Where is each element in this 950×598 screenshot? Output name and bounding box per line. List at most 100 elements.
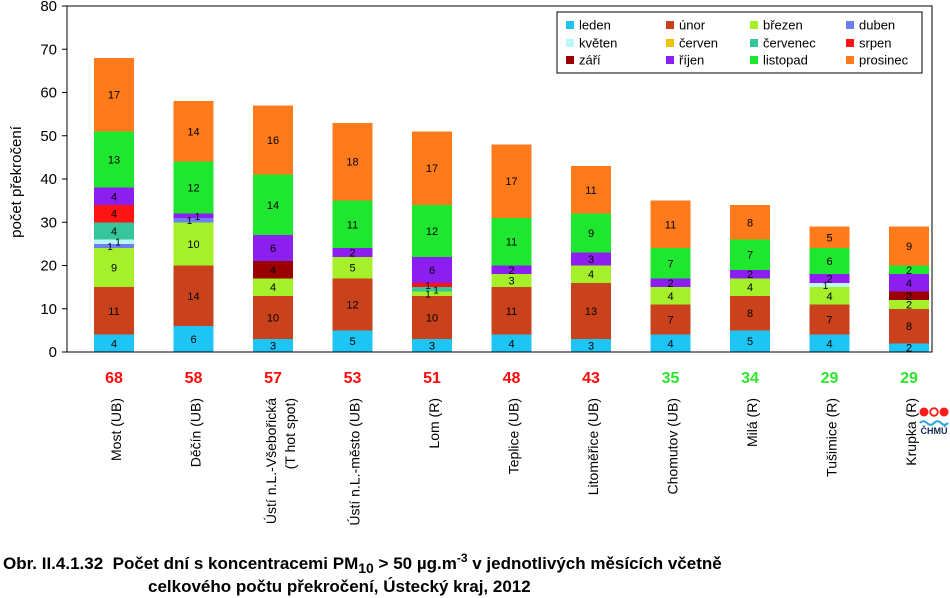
bar-segment-krupka-r-brezen: [889, 300, 929, 309]
category-label-decin-ub: Děčín (UB): [188, 398, 204, 467]
data-label-krupka-r-unor: 8: [906, 321, 912, 333]
bar-segment-krupka-r-zari: [889, 291, 929, 301]
y-tick-label: 20: [40, 258, 57, 275]
legend-item-srpen: srpen: [846, 36, 892, 51]
bar-segment-decin-ub-leden: [173, 326, 214, 352]
data-label-decin-ub-leden: 6: [190, 334, 196, 346]
data-label-krupka-r-rijen: 4: [906, 278, 912, 290]
bar-segment-most-ub-prosinec: [94, 57, 134, 132]
logo-dot-left: [919, 407, 929, 417]
bar-segment-usti-n-l-vseboricka-t-hot-spot-unor: [253, 295, 293, 340]
data-label-most-ub-listopad: 13: [108, 155, 120, 167]
total-label-usti-n-l-mesto-ub: 53: [344, 370, 362, 387]
y-tick-label: 70: [40, 41, 57, 58]
data-label-teplice-ub-unor: 11: [506, 306, 517, 318]
data-label-usti-n-l-mesto-ub-rijen: 2: [349, 248, 355, 260]
bar-segment-most-ub-cervenec: [94, 222, 134, 240]
y-tick-label: 60: [40, 85, 57, 102]
y-axis: 0 10 20 30 40 50 60 70 80: [40, 0, 67, 361]
legend-label: duben: [859, 18, 895, 33]
bar-segment-mila-r-prosinec: [730, 204, 770, 240]
data-label-decin-ub-duben: 1: [187, 216, 193, 227]
total-label-mila-r: 34: [741, 370, 759, 387]
bar-segment-most-ub-leden: [94, 334, 134, 352]
bar-segment-tusimice-r-brezen: [809, 287, 850, 305]
data-label-tusimice-r-brezen: 4: [826, 291, 832, 303]
data-label-tusimice-r-leden: 4: [826, 338, 832, 350]
data-label-lom-r-cervenec: 1: [433, 285, 439, 296]
legend-item-rijen: říjen: [666, 53, 704, 68]
bar-segment-usti-n-l-vseboricka-t-hot-spot-prosinec: [253, 105, 293, 175]
category-label-lom-r: Lom (R): [426, 398, 442, 449]
legend-item-zari: září: [566, 53, 601, 68]
data-label-krupka-r-listopad: 2: [906, 265, 912, 277]
bar-segment-krupka-r-rijen: [889, 274, 929, 292]
total-label-decin-ub: 58: [185, 370, 203, 387]
data-label-chomutov-ub-brezen: 4: [667, 291, 673, 303]
bar-segment-tusimice-r-kveten: [809, 282, 850, 288]
bar-segment-usti-n-l-vseboricka-t-hot-spot-listopad: [253, 174, 293, 236]
legend-swatch: [846, 21, 854, 29]
bar-segment-most-ub-brezen: [94, 248, 134, 288]
category-label-most-ub: Most (UB): [108, 398, 124, 461]
bar-segment-mila-r-leden: [730, 330, 770, 352]
data-label-most-ub-rijen: 4: [111, 191, 117, 203]
bar-segment-lom-r-srpen: [412, 282, 452, 288]
data-label-most-ub-leden: 4: [111, 338, 117, 350]
bar-segment-chomutov-ub-rijen: [650, 278, 691, 288]
total-label-usti-n-l-vseboricka-t-hot-spot: 57: [264, 370, 282, 387]
legend-item-cervenec: červenec: [750, 36, 816, 51]
data-label-teplice-ub-listopad: 11: [506, 237, 517, 249]
bar-segment-lom-r-prosinec: [412, 131, 452, 205]
y-tick-label: 10: [40, 301, 57, 318]
totals-row: 68 58 57 53 51 48 43 35 34 29 29: [105, 370, 918, 387]
data-label-usti-n-l-vseboricka-t-hot-spot-rijen: 6: [270, 243, 276, 255]
data-label-lom-r-srpen: 1: [425, 281, 431, 292]
y-tick-label: 30: [40, 214, 57, 231]
data-label-teplice-ub-rijen: 2: [508, 265, 514, 277]
data-label-lom-r-leden: 3: [429, 341, 435, 353]
data-label-usti-n-l-mesto-ub-brezen: 5: [349, 263, 355, 275]
x-axis-category-labels: Most (UB) Děčín (UB) Ústí n.L.-Všebořická(…: [108, 398, 919, 526]
data-label-mila-r-brezen: 4: [747, 282, 753, 294]
data-label-chomutov-ub-rijen: 2: [667, 278, 673, 290]
bar-segment-krupka-r-prosinec: [889, 226, 929, 266]
bar-segment-mila-r-rijen: [730, 269, 770, 279]
caption-subscript: 10: [358, 560, 374, 576]
data-label-usti-n-l-vseboricka-t-hot-spot-zari: 4: [270, 265, 276, 277]
bar-segment-decin-ub-listopad: [173, 161, 214, 214]
caption-superscript: -3: [457, 551, 468, 565]
bar-segment-lom-r-unor: [412, 295, 452, 340]
data-label-teplice-ub-prosinec: 17: [505, 176, 517, 188]
data-label-most-ub-unor: 11: [108, 306, 119, 318]
legend-label: prosinec: [859, 53, 909, 68]
data-label-chomutov-ub-prosinec: 11: [665, 219, 676, 231]
bar-segment-teplice-ub-brezen: [491, 274, 532, 288]
bar-segment-chomutov-ub-leden: [650, 334, 691, 352]
bar-segment-lom-r-rijen: [412, 256, 452, 283]
bar-segment-decin-ub-prosinec: [173, 101, 214, 162]
category-label-litomerice-ub: Litoměřice (UB): [585, 398, 601, 495]
bar-segment-teplice-ub-unor: [491, 287, 532, 335]
data-label-most-ub-duben: 1: [107, 242, 113, 253]
bar-segment-tusimice-r-leden: [809, 334, 850, 352]
legend-item-unor: únor: [666, 18, 706, 33]
legend-item-leden: leden: [566, 18, 611, 33]
legend-label: červen: [679, 36, 718, 51]
total-label-krupka-r: 29: [900, 370, 918, 387]
data-label-tusimice-r-rijen: 2: [826, 273, 832, 285]
data-label-most-ub-kveten: 1: [115, 238, 121, 249]
total-label-tusimice-r: 29: [821, 370, 839, 387]
logo-dot-right: [939, 407, 949, 417]
bar-segment-teplice-ub-leden: [491, 334, 532, 352]
logo-text: ČHMÚ: [921, 425, 948, 436]
data-label-usti-n-l-vseboricka-t-hot-spot-prosinec: 16: [267, 135, 279, 147]
bar-segment-teplice-ub-rijen: [491, 265, 532, 275]
data-label-most-ub-srpen: 4: [111, 209, 117, 221]
caption-text: v jednotlivých měsících včetně: [468, 554, 722, 573]
bar-segment-lom-r-cervenec: [412, 287, 452, 292]
data-label-chomutov-ub-unor: 7: [667, 315, 673, 327]
bar-segment-decin-ub-brezen: [173, 222, 214, 266]
total-label-most-ub: 68: [105, 370, 123, 387]
legend-swatch: [750, 39, 758, 47]
